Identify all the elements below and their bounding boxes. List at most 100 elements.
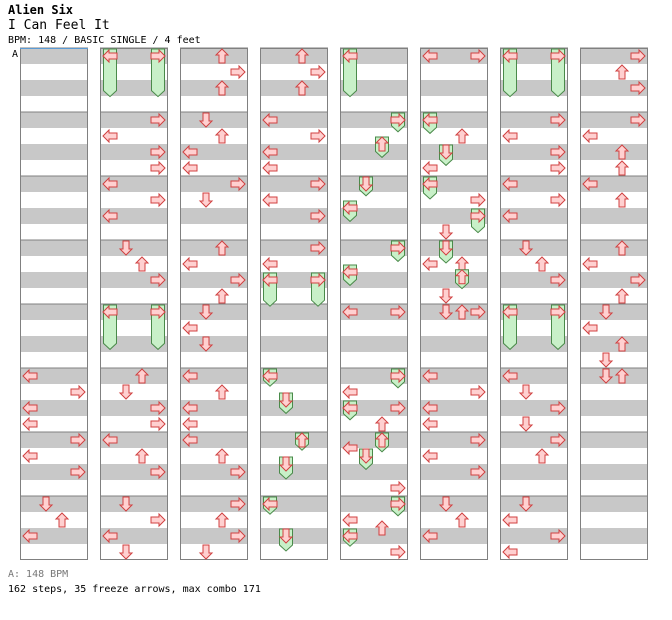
up-arrow [214,128,230,144]
beat-stripe [20,176,88,192]
left-arrow [182,144,198,160]
up-arrow [214,240,230,256]
beat-stripe [260,544,328,560]
left-arrow [422,528,438,544]
beat-stripe [260,208,328,224]
right-arrow [550,432,566,448]
beat-stripe [180,48,248,64]
column-border [420,48,488,560]
left-arrow [502,544,518,560]
beat-stripe [20,144,88,160]
beat-stripe [500,416,568,432]
chart-column [500,47,568,560]
left-arrow [342,304,358,320]
up-arrow [294,80,310,96]
beat-stripe [100,240,168,256]
beat-stripe [500,544,568,560]
beat-stripe [500,272,568,288]
left-arrow [262,256,278,272]
right-arrow [150,512,166,528]
beat-stripe [580,368,648,384]
beat-stripe [260,304,328,320]
right-arrow [470,384,486,400]
beat-stripe [20,368,88,384]
beat-stripe [260,352,328,368]
beat-stripe [100,352,168,368]
beat-stripe [580,336,648,352]
right-arrow [70,384,86,400]
beat-stripe [180,528,248,544]
freeze-arrow [103,48,117,98]
beat-stripe [260,160,328,176]
up-arrow [214,48,230,64]
down-arrow [518,384,534,400]
beat-stripe [20,256,88,272]
beat-stripe [500,512,568,528]
left-arrow [102,304,118,320]
down-arrow [598,352,614,368]
down-arrow [198,544,214,560]
beat-stripe [20,64,88,80]
beat-stripe [260,256,328,272]
beat-stripe [500,160,568,176]
up-arrow [134,368,150,384]
right-arrow [470,304,486,320]
beat-stripe [340,96,408,112]
left-arrow [102,48,118,64]
beat-stripe [580,256,648,272]
bpm-marker-label: A [12,49,18,60]
down-arrow [38,496,54,512]
right-arrow [70,432,86,448]
beat-stripe [340,160,408,176]
beat-stripe [20,464,88,480]
up-arrow [534,256,550,272]
beat-stripe [420,496,488,512]
chart-column [20,47,88,560]
right-arrow [470,192,486,208]
beat-stripe [500,400,568,416]
beat-stripe [340,144,408,160]
beat-stripe [500,432,568,448]
right-arrow [230,272,246,288]
beat-stripe [260,432,328,448]
beat-stripe [260,512,328,528]
down-arrow [358,448,374,464]
beat-stripe [580,512,648,528]
beat-stripe [180,160,248,176]
beat-stripe [420,128,488,144]
beat-stripe [500,368,568,384]
beat-stripe [180,336,248,352]
right-arrow [230,64,246,80]
beat-stripe [420,80,488,96]
right-arrow [390,304,406,320]
beat-stripe [260,384,328,400]
right-arrow [150,144,166,160]
beat-stripe [500,352,568,368]
down-arrow [198,112,214,128]
beat-stripe [180,240,248,256]
beat-stripe [580,48,648,64]
right-arrow [550,304,566,320]
beat-stripe [420,256,488,272]
beat-stripe [340,128,408,144]
beat-stripe [340,480,408,496]
left-arrow [342,384,358,400]
down-arrow [118,240,134,256]
left-arrow [182,416,198,432]
right-arrow [470,432,486,448]
beat-stripe [180,64,248,80]
left-arrow [582,128,598,144]
beat-stripe [100,480,168,496]
right-arrow [550,112,566,128]
up-arrow [614,160,630,176]
left-arrow [502,368,518,384]
down-arrow [118,496,134,512]
down-arrow [118,544,134,560]
beat-stripe [20,320,88,336]
beat-stripe [340,416,408,432]
beat-stripe [100,400,168,416]
right-arrow [310,64,326,80]
beat-stripe [260,448,328,464]
up-arrow [214,384,230,400]
beat-stripe [100,128,168,144]
